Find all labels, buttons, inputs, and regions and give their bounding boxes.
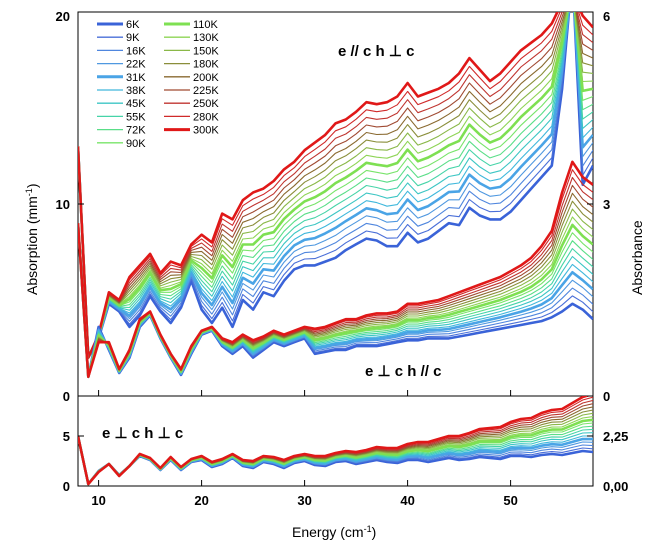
x-tick-label: 30 [297,493,311,508]
legend-label-130K: 130K [193,32,219,44]
annotation-bottom: e ⊥ c h ⊥ c [102,425,183,442]
upper-series-line-300K [78,12,593,359]
upper-series-line-16K [78,12,593,359]
tick-layer: 10 20 30 40 50 0 0 10 3 20 6 0 0,00 5 2,25 [56,9,629,508]
y-axis-title-left-close: ) [24,184,40,189]
upper-series-line-110K [78,12,593,359]
legend-label-300K: 300K [193,125,219,137]
y-axis-title-left-sup: -1 [24,188,34,196]
bottom-y-tick-label-right: 0,00 [603,479,628,494]
legend-label-55K: 55K [126,111,146,123]
legend-label-90K: 90K [126,138,146,150]
x-tick-label: 50 [503,493,517,508]
legend-label-31K: 31K [126,72,146,84]
y-tick-label-right: 6 [603,9,610,24]
upper-series-line-200K [78,12,593,359]
upper-series-line-150K [78,12,593,359]
bottom-series-line-300K [78,396,591,486]
x-axis-title-main: Energy (cm [292,524,364,540]
legend-label-9K: 9K [126,32,140,44]
upper-series-line-90K [78,12,593,359]
bottom-y-tick-label-left: 0 [63,479,70,494]
y-tick-label-right: 0 [603,389,610,404]
x-tick-label: 40 [400,493,414,508]
legend-label-72K: 72K [126,125,146,137]
annotation-upper: e // c h ⊥ c [338,43,414,60]
legend-label-16K: 16K [126,45,146,57]
legend-label-22K: 22K [126,59,146,71]
upper-series-line-6K [78,12,593,359]
upper-series-line-55K [78,12,593,359]
bottom-y-tick-label-left: 5 [63,429,70,444]
legend-label-200K: 200K [193,72,219,84]
upper-series-line-31K [78,12,593,359]
y-tick-label-left: 0 [63,389,70,404]
x-axis-title-close: ) [372,524,377,540]
x-tick-label: 10 [91,493,105,508]
upper-series-line-250K [78,12,593,359]
legend-label-150K: 150K [193,45,219,57]
legend-label-38K: 38K [126,85,146,97]
lower-series-group [78,160,593,379]
upper-series-line-9K [78,12,593,359]
y-tick-label-left: 10 [56,197,70,212]
legend-label-280K: 280K [193,111,219,123]
x-axis-title-sup: -1 [364,524,372,534]
bottom-series-group [78,396,593,486]
y-axis-title-left: Absorption (mm-1) [24,184,40,296]
upper-series-line-22K [78,12,593,359]
y-axis-title-right: Absorbance [629,220,645,295]
annotation-lower: e ⊥ c h // c [365,363,441,380]
bottom-series-line-200K [78,406,593,485]
upper-series-group [78,12,593,359]
x-tick-label: 20 [194,493,208,508]
legend-label-180K: 180K [193,59,219,71]
upper-series-line-280K [78,12,593,359]
legend-label-6K: 6K [126,19,140,31]
upper-series-line-130K [78,12,593,359]
y-axis-title-left-main: Absorption (mm [24,196,40,295]
y-tick-label-right: 3 [603,197,610,212]
upper-series-line-225K [78,12,593,359]
upper-series-line-45K [78,12,593,359]
series-layer [78,12,593,486]
bottom-series-line-38K [78,435,593,485]
x-axis-title: Energy (cm-1) [292,524,376,540]
upper-series-line-180K [78,12,593,359]
legend-label-225K: 225K [193,85,219,97]
legend-label-250K: 250K [193,98,219,110]
upper-series-line-38K [78,12,593,359]
y-tick-label-left: 20 [56,9,70,24]
upper-series-line-72K [78,12,593,359]
legend-label-110K: 110K [193,19,219,31]
legend-label-45K: 45K [126,98,146,110]
lower-series-line-300K [78,160,593,379]
bottom-y-tick-label-right: 2,25 [603,429,628,444]
